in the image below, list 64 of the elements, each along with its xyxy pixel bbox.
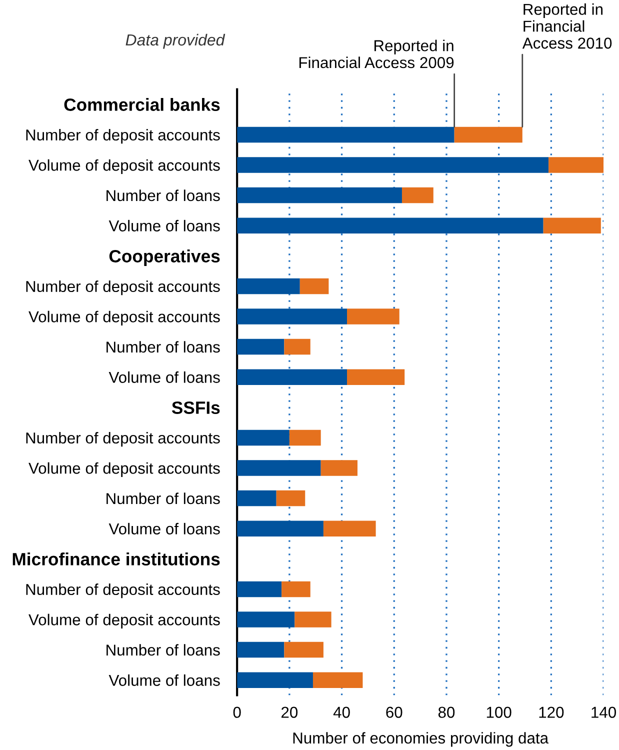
bar xyxy=(237,126,454,143)
x-tick-label: 60 xyxy=(386,706,402,718)
bar xyxy=(289,430,321,446)
y-tick-label: Number of loans xyxy=(106,644,220,656)
y-tick-label: Number of deposit accounts xyxy=(26,432,220,447)
bar xyxy=(323,520,376,536)
bar xyxy=(276,490,306,506)
y-tick-label: Number of loans xyxy=(106,341,220,353)
x-tick-label: 40 xyxy=(333,706,350,718)
x-axis-title: Number of economies providing data xyxy=(293,732,549,747)
y-tick-label: Volume of loans xyxy=(108,674,220,686)
bar xyxy=(237,278,300,294)
bar xyxy=(237,490,276,506)
x-tick-label: 20 xyxy=(281,706,298,718)
bar xyxy=(320,460,358,476)
y-tick-label: Number of deposit accounts xyxy=(26,129,220,144)
bar xyxy=(237,187,402,204)
y-tick-label: Volume of deposit accounts xyxy=(28,159,220,174)
y-tick-label: Volume of deposit accounts xyxy=(28,310,220,326)
bar xyxy=(237,672,313,688)
bar xyxy=(237,338,284,355)
x-tick-label: 0 xyxy=(233,706,241,718)
bar xyxy=(300,278,329,294)
y-tick-label: Volume of loans xyxy=(108,220,220,232)
x-tick-label: 120 xyxy=(539,706,564,718)
bar xyxy=(237,157,549,173)
bar xyxy=(237,218,544,234)
bar xyxy=(237,460,321,476)
bar xyxy=(237,581,282,598)
y-tick-label: SSFIs xyxy=(172,401,220,414)
y-tick-label: Microfinance institutions xyxy=(12,552,220,566)
bar xyxy=(402,187,434,204)
bar xyxy=(347,369,405,385)
y-tick-label: Volume of deposit accounts xyxy=(28,462,220,477)
bar xyxy=(237,642,284,658)
y-tick-label: Cooperatives xyxy=(109,250,220,266)
y-tick-label: Number of loans xyxy=(106,190,220,202)
bar xyxy=(237,612,295,628)
x-tick-label: 80 xyxy=(438,706,455,718)
bar xyxy=(543,218,601,234)
bar xyxy=(347,308,400,324)
y-tick-label: Volume of loans xyxy=(108,522,220,534)
x-tick-label: 100 xyxy=(486,706,512,718)
bar xyxy=(284,642,324,658)
text: Reported in Financial Access 2010 xyxy=(522,3,612,49)
x-tick-label: 140 xyxy=(592,706,616,718)
y-tick-label: Number of loans xyxy=(106,492,220,504)
y-tick-label: Number of deposit accounts xyxy=(26,280,220,296)
text: Data provided xyxy=(126,34,226,49)
bar xyxy=(282,581,310,598)
bar xyxy=(237,308,348,324)
bar xyxy=(312,672,363,688)
y-tick-label: Commercial banks xyxy=(64,98,220,111)
y-tick-label: Volume of deposit accounts xyxy=(28,614,220,628)
text: Reported in Financial Access 2009 xyxy=(299,40,454,68)
bar xyxy=(237,520,324,536)
bar xyxy=(237,369,348,385)
bar xyxy=(284,338,310,355)
y-tick-label: Volume of loans xyxy=(108,371,220,383)
bar xyxy=(294,612,332,628)
bar xyxy=(237,430,290,446)
bar xyxy=(454,126,522,143)
bar xyxy=(548,157,604,173)
y-tick-label: Number of deposit accounts xyxy=(26,584,220,598)
